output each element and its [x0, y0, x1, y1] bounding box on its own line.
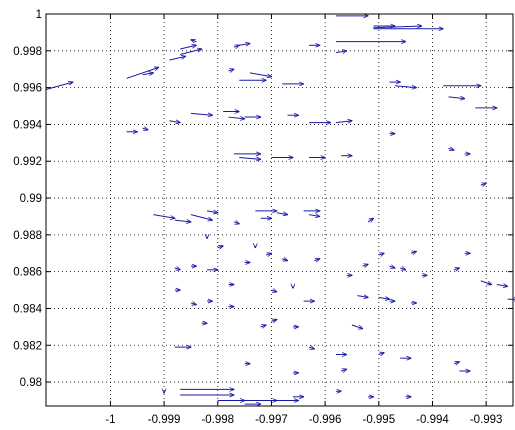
vector-arrow — [367, 218, 373, 222]
vector-arrow — [308, 347, 314, 349]
vector-arrow — [394, 86, 416, 88]
vector-arrow — [45, 82, 73, 90]
vector-arrow — [453, 362, 459, 364]
y-tick-label: 0.998 — [13, 46, 42, 58]
x-tick-label: -0.995 — [362, 414, 395, 426]
vector-arrow — [480, 280, 492, 285]
y-tick-label: 0.988 — [13, 230, 42, 242]
vector-arrow — [271, 290, 276, 292]
vector-arrow — [239, 158, 260, 160]
vector-arrow — [362, 264, 368, 266]
vector-arrow — [126, 67, 159, 79]
vector-arrow — [480, 183, 486, 185]
vector-arrow — [335, 121, 352, 123]
vector-arrow — [169, 121, 180, 123]
vector-arrow — [389, 266, 395, 268]
vector-arrow — [191, 40, 197, 42]
x-tick-label: -1 — [105, 414, 115, 426]
vector-arrow — [496, 285, 508, 287]
vector-arrow — [228, 69, 234, 71]
vector-arrow — [341, 369, 346, 371]
vector-arrow — [249, 72, 271, 77]
vector-arrow — [190, 303, 196, 305]
vector-arrow — [180, 49, 201, 55]
x-tick-label: -0.996 — [309, 414, 342, 426]
vector-arrow — [153, 214, 174, 219]
x-tick-label: -0.993 — [470, 414, 503, 426]
vector-arrow — [174, 268, 180, 270]
vector-arrow — [180, 45, 196, 50]
vector-arrow — [142, 73, 154, 75]
vector-arrow — [308, 215, 320, 217]
vector-arrow — [190, 214, 212, 221]
y-tick-label: 0.986 — [13, 267, 42, 279]
vector-arrow — [400, 268, 405, 270]
vector-arrow — [142, 128, 148, 130]
plot-background — [46, 14, 513, 406]
vector-arrow — [410, 251, 416, 253]
vector-field — [45, 16, 515, 404]
vector-arrow — [373, 26, 421, 28]
y-tick-label: 0.982 — [13, 340, 42, 352]
x-tick-label: -0.999 — [148, 414, 181, 426]
y-tick-label: 0.984 — [13, 303, 42, 315]
vector-arrow — [378, 353, 384, 355]
vector-arrow — [448, 148, 454, 150]
vector-arrow — [448, 97, 465, 99]
vector-arrow — [228, 117, 245, 119]
vector-arrow — [453, 268, 459, 270]
vector-arrow — [233, 45, 239, 47]
vector-arrow — [206, 211, 218, 213]
vector-arrow — [217, 246, 223, 248]
vector-arrow — [239, 43, 250, 45]
vector-arrow — [378, 253, 384, 255]
y-tick-label: 0.98 — [20, 377, 42, 389]
x-tick-label: -0.998 — [201, 414, 234, 426]
x-tick-label: -0.997 — [255, 414, 288, 426]
vector-arrow — [357, 296, 368, 298]
vector-arrow — [174, 220, 191, 222]
y-tick-label: 0.994 — [13, 119, 42, 131]
y-tick-labels: 0.98 0.982 0.984 0.986 0.988 0.99 0.992 0.994 0.… — [13, 9, 42, 389]
vector-arrow — [260, 325, 266, 327]
vector-arrow — [314, 259, 319, 261]
vector-arrow — [351, 324, 363, 329]
vector-arrow — [378, 297, 390, 299]
y-tick-label: 1 — [36, 9, 42, 21]
x-tick-label: -0.994 — [416, 414, 449, 426]
vector-arrow — [282, 259, 287, 261]
tick-marks — [46, 13, 513, 406]
x-tick-labels: -1 -0.999 -0.998 -0.997 -0.996 -0.995 -0.994 -0… — [105, 414, 502, 426]
axes-box — [45, 13, 514, 407]
vector-arrow — [169, 56, 185, 61]
vector-arrow — [265, 253, 271, 255]
vector-arrow — [335, 51, 347, 53]
y-tick-label: 0.992 — [13, 156, 42, 168]
vector-arrow — [276, 213, 288, 215]
y-tick-label: 0.996 — [13, 83, 42, 95]
vector-arrow — [233, 222, 239, 224]
vector-arrow — [190, 113, 212, 115]
vector-arrow — [271, 320, 276, 322]
y-tick-label: 0.99 — [20, 193, 42, 205]
